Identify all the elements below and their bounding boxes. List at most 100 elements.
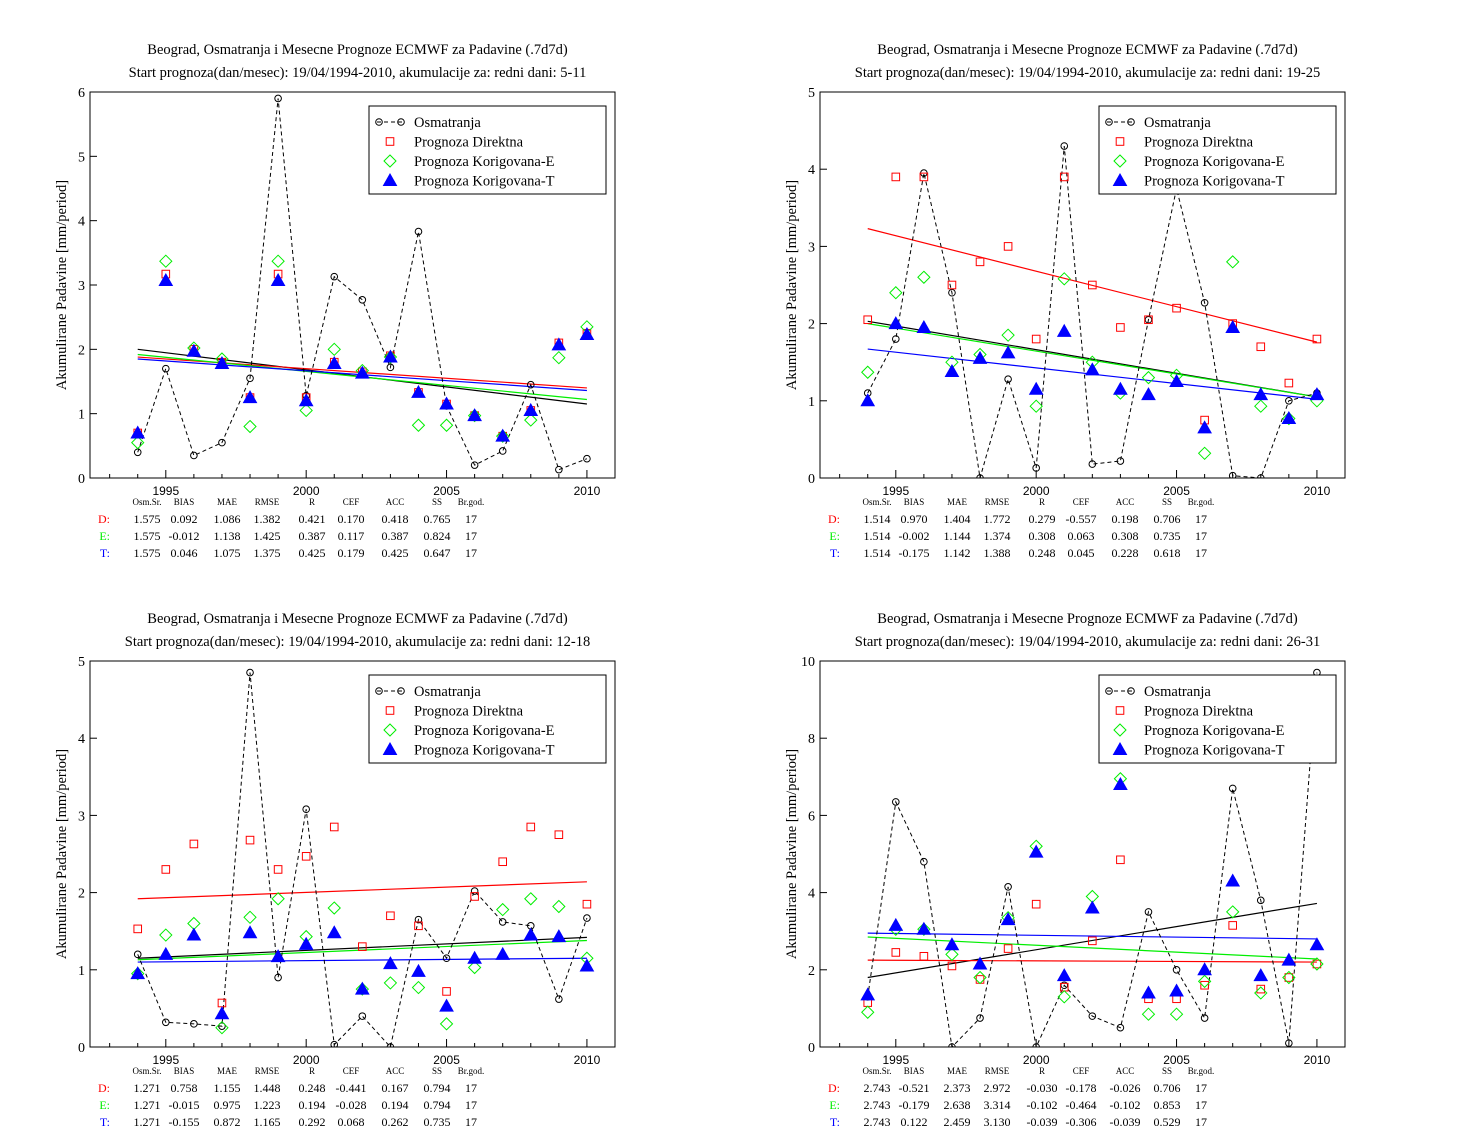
marker-d	[329, 822, 339, 832]
marker-t	[214, 1006, 230, 1020]
series-line-osmatranja	[137, 672, 588, 1047]
marker-t	[158, 272, 174, 286]
legend-label: Prognoza Direktna	[414, 704, 524, 720]
marker-t	[523, 927, 539, 941]
x-tick-label: 2000	[1023, 1053, 1050, 1067]
marker-d	[386, 911, 395, 921]
marker-d	[863, 315, 873, 325]
marker-e	[552, 350, 566, 365]
marker-d	[891, 948, 901, 957]
marker-obs	[274, 94, 282, 103]
stats-row-label: E:	[99, 1098, 110, 1112]
stats-cell: 1.388	[984, 546, 1011, 560]
marker-t	[467, 408, 482, 422]
marker-d	[1256, 984, 1266, 994]
legend-label: Prognoza Korigovana-T	[414, 174, 555, 190]
y-tick-label: 4	[808, 887, 815, 902]
marker-e	[524, 413, 538, 427]
stats-header-cell: RMSE	[255, 497, 280, 507]
marker-obs	[555, 465, 563, 474]
marker-obs	[162, 1018, 170, 1027]
stats-cell: 1.075	[214, 546, 241, 560]
stats-cell: 1.375	[254, 546, 281, 560]
marker-d	[1088, 280, 1097, 290]
x-tick-label: 2010	[1304, 484, 1331, 498]
marker-d	[1228, 921, 1238, 930]
stats-cell: 0.421	[299, 512, 326, 526]
marker-t	[495, 946, 511, 960]
legend-label: Osmatranja	[1144, 115, 1211, 131]
marker-t	[1141, 387, 1156, 401]
marker-d	[554, 830, 564, 840]
stats-cell: 17	[1195, 1098, 1207, 1112]
stats-cell: 17	[1195, 512, 1207, 526]
marker-t	[579, 327, 595, 341]
marker-e	[327, 342, 341, 357]
y-tick-label: 4	[78, 215, 85, 230]
marker-obs	[948, 288, 956, 297]
stats-cell: 0.735	[1154, 529, 1181, 543]
marker-t	[439, 998, 454, 1012]
marker-t	[298, 936, 314, 950]
y-tick-label: 10	[801, 655, 815, 670]
marker-t	[551, 337, 567, 351]
stats-cell: 0.872	[214, 1115, 241, 1129]
y-tick-label: 8	[808, 732, 815, 747]
marker-t	[326, 355, 342, 369]
stats-header-cell: Osm.Sr.	[132, 497, 161, 507]
stats-header-cell: RMSE	[985, 497, 1010, 507]
stats-header-cell: MAE	[947, 497, 968, 507]
stats-cell: 2.743	[864, 1115, 891, 1129]
trend-line-t	[867, 932, 1317, 940]
marker-t	[888, 917, 904, 931]
legend-label: Osmatranja	[414, 115, 481, 131]
marker-t	[242, 390, 258, 404]
marker-e	[1197, 446, 1212, 461]
legend-marker-obs	[375, 687, 383, 695]
stats-cell: -0.178	[1066, 1081, 1097, 1095]
marker-t	[551, 929, 567, 943]
marker-obs	[1088, 460, 1097, 468]
stats-cell: 1.575	[134, 529, 161, 543]
marker-obs	[246, 374, 254, 383]
stats-cell: 17	[1195, 529, 1207, 543]
x-tick-label: 1995	[152, 484, 179, 498]
y-tick-label: 2	[808, 964, 815, 979]
legend-label: Prognoza Direktna	[1144, 135, 1254, 151]
marker-d	[975, 975, 985, 984]
marker-t	[383, 956, 398, 970]
stats-cell: 0.794	[424, 1098, 451, 1112]
marker-t	[467, 950, 482, 964]
stats-header-cell: SS	[432, 1066, 442, 1076]
marker-obs	[470, 887, 479, 895]
marker-d	[1116, 855, 1125, 865]
stats-cell: 1.374	[984, 529, 1011, 543]
legend-label: Prognoza Direktna	[1144, 704, 1254, 720]
stats-cell: 2.743	[864, 1081, 891, 1095]
marker-e	[215, 1020, 229, 1035]
x-tick-label: 2000	[293, 484, 320, 498]
stats-cell: 1.144	[944, 529, 971, 543]
legend-marker-t	[382, 741, 398, 755]
stats-table: Osm.Sr. BIAS MAE RMSE R CEF ACC SS Br.god. D: 1.51…	[828, 497, 1214, 560]
marker-obs	[892, 798, 900, 806]
stats-cell: 0.529	[1154, 1115, 1181, 1129]
stats-cell: 0.735	[424, 1115, 451, 1129]
stats-header-cell: CEF	[1073, 497, 1090, 507]
stats-cell: 1.575	[134, 512, 161, 526]
trend-line-d	[137, 881, 587, 900]
marker-e	[524, 892, 538, 906]
marker-e	[159, 928, 173, 942]
marker-t	[579, 958, 595, 972]
marker-obs	[948, 1043, 956, 1047]
legend: Osmatranja Prognoza Direktna Prognoza Kori…	[368, 105, 607, 195]
stats-header-cell: BIAS	[904, 497, 925, 507]
stats-cell: 1.425	[254, 529, 281, 543]
stats-cell: -0.015	[169, 1098, 200, 1112]
marker-obs	[358, 1012, 367, 1020]
data-layer	[130, 94, 595, 474]
marker-d	[1088, 936, 1097, 946]
stats-header-cell: R	[1039, 1066, 1045, 1076]
marker-t	[1169, 983, 1184, 997]
